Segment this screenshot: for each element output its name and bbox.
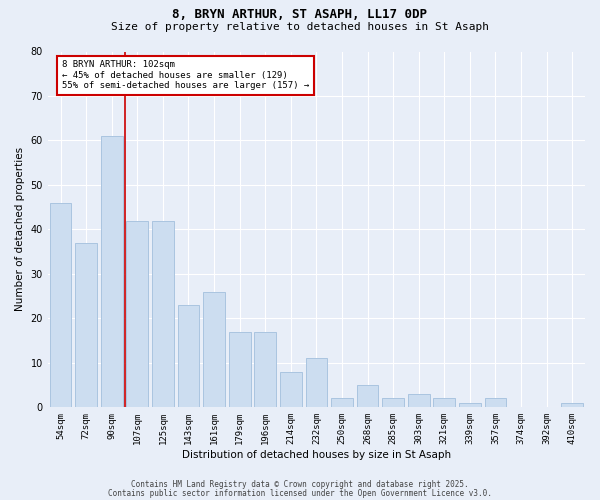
Bar xyxy=(485,398,506,407)
Text: Contains public sector information licensed under the Open Government Licence v3: Contains public sector information licen… xyxy=(108,488,492,498)
Bar xyxy=(75,243,97,408)
Bar xyxy=(331,398,353,407)
Text: 8 BRYN ARTHUR: 102sqm
← 45% of detached houses are smaller (129)
55% of semi-det: 8 BRYN ARTHUR: 102sqm ← 45% of detached … xyxy=(62,60,309,90)
Bar xyxy=(382,398,404,407)
Bar xyxy=(229,332,251,407)
Bar xyxy=(203,292,225,408)
X-axis label: Distribution of detached houses by size in St Asaph: Distribution of detached houses by size … xyxy=(182,450,451,460)
Bar xyxy=(408,394,430,407)
Y-axis label: Number of detached properties: Number of detached properties xyxy=(15,148,25,312)
Bar xyxy=(562,403,583,407)
Bar xyxy=(305,358,327,408)
Bar xyxy=(356,385,379,407)
Text: Size of property relative to detached houses in St Asaph: Size of property relative to detached ho… xyxy=(111,22,489,32)
Bar xyxy=(254,332,276,407)
Bar xyxy=(178,305,199,408)
Bar xyxy=(152,220,174,408)
Text: 8, BRYN ARTHUR, ST ASAPH, LL17 0DP: 8, BRYN ARTHUR, ST ASAPH, LL17 0DP xyxy=(173,8,427,20)
Bar xyxy=(280,372,302,408)
Text: Contains HM Land Registry data © Crown copyright and database right 2025.: Contains HM Land Registry data © Crown c… xyxy=(131,480,469,489)
Bar xyxy=(433,398,455,407)
Bar xyxy=(459,403,481,407)
Bar xyxy=(127,220,148,408)
Bar xyxy=(50,202,71,408)
Bar xyxy=(101,136,122,407)
